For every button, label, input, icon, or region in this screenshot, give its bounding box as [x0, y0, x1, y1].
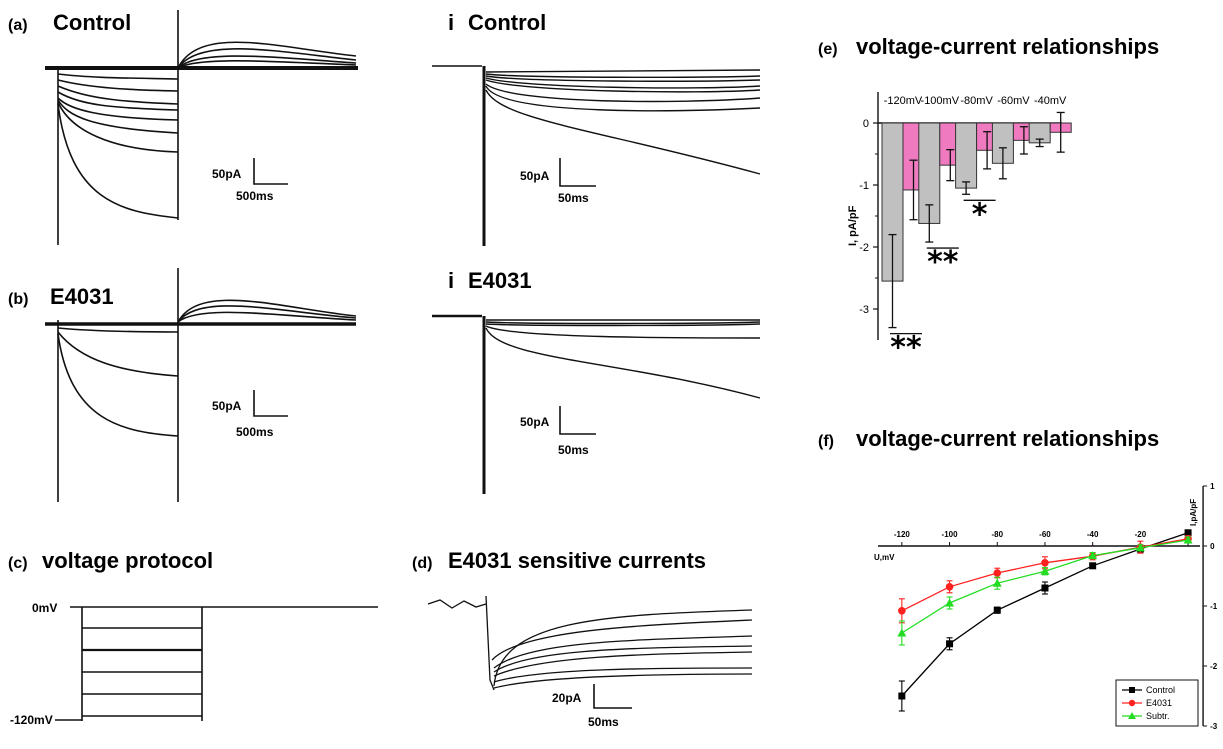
panel-bi-title: E4031: [468, 268, 532, 293]
f-point-s2-3: [1040, 566, 1050, 575]
panel-a-label: (a): [8, 17, 28, 34]
e-sig-label-1: **: [927, 245, 959, 280]
f-point-s0-2: [993, 606, 1001, 614]
f-point-s0-6: [1184, 529, 1192, 537]
panel-a-scale-y: 50pA: [212, 167, 242, 181]
f-y-tick-label-1: 0: [1210, 542, 1215, 551]
f-y-tick-label-4: -3: [1210, 722, 1218, 731]
f-point-s2-4: [1088, 551, 1098, 560]
f-point-s2-0: [897, 628, 907, 637]
panel-bi-label: i: [448, 268, 454, 293]
panel-e-label: (e): [818, 41, 838, 58]
f-point-s0-4: [1089, 562, 1097, 570]
panel-c-v-bottom: -120mV: [10, 713, 53, 727]
panel-ai-traces: [432, 65, 761, 246]
panel-d-title: E4031 sensitive currents: [448, 548, 706, 573]
f-y-tick-label-2: -1: [1210, 602, 1218, 611]
panel-d-traces: [427, 595, 753, 691]
f-x-tick-label-5: -20: [1135, 530, 1147, 539]
f-legend-label-1: E4031: [1146, 698, 1172, 708]
panel-a-scale-bar: [253, 158, 288, 185]
panel-b-title: E4031: [50, 284, 114, 309]
f-point-s1-0: [898, 607, 906, 615]
f-x-axis-label: U,mV: [874, 553, 895, 562]
f-x-tick-label-2: -80: [991, 530, 1003, 539]
panel-c-label: (c): [8, 555, 28, 572]
e-category-label-4: -40mV: [1034, 95, 1067, 107]
f-point-s2-6: [1183, 535, 1193, 544]
panel-a-traces: [45, 10, 358, 245]
f-legend-marker-2: [1128, 712, 1136, 719]
e-category-label-0: -120mV: [884, 95, 923, 107]
panel-ai-title: Control: [468, 10, 546, 35]
f-point-s1-2: [993, 569, 1002, 577]
panel-ai-scale-bar: [559, 158, 596, 187]
f-point-s2-1: [945, 598, 955, 607]
e-y-tick-label-0: 0: [863, 118, 869, 130]
f-x-tick-label-0: -120: [894, 530, 911, 539]
panel-b-scale-bar: [253, 390, 288, 417]
panel-d-scale-bar: [593, 684, 632, 709]
panel-b-scale-y: 50pA: [212, 399, 242, 413]
f-point-s1-3: [1041, 559, 1049, 567]
e-sig-label-0: **: [890, 331, 922, 366]
e-sig-label-2: *: [972, 197, 988, 232]
panel-b-scale-x: 500ms: [236, 425, 274, 439]
panel-f-title: voltage-current relationships: [856, 426, 1159, 451]
panel-ai-scale-x: 50ms: [558, 191, 589, 205]
panel-d-scale-y: 20pA: [552, 691, 582, 705]
panel-bi-scale-x: 50ms: [558, 443, 589, 457]
panel-c-protocol: [55, 606, 378, 721]
f-x-tick-label-4: -40: [1087, 530, 1099, 539]
f-x-tick-label-1: -100: [942, 530, 959, 539]
panel-c-title: voltage protocol: [42, 548, 213, 573]
f-legend-marker-1: [1128, 699, 1136, 707]
e-bar-s0-2: [955, 122, 978, 189]
f-y-tick-label-3: -2: [1210, 662, 1218, 671]
e-category-label-3: -60mV: [997, 95, 1030, 107]
line-chart-f: -120-100-80-60-40-20010-1-2-3U,mVI,pA/pF…: [874, 482, 1218, 731]
f-legend-label-2: Subtr.: [1146, 711, 1170, 721]
f-x-tick-label-3: -60: [1039, 530, 1051, 539]
e-y-tick-label-3: -3: [859, 304, 869, 316]
panel-ai-scale-y: 50pA: [520, 169, 550, 183]
panel-a-title: Control: [53, 10, 131, 35]
f-legend-label-0: Control: [1146, 685, 1175, 695]
panel-b-traces: [45, 268, 357, 502]
f-y-tick-label-0: 1: [1210, 482, 1215, 491]
panel-bi-traces: [432, 314, 761, 494]
f-point-s2-5: [1135, 543, 1145, 552]
panel-ai-label: i: [448, 10, 454, 35]
panel-b-label: (b): [8, 291, 28, 308]
panel-c-v-top: 0mV: [32, 601, 57, 615]
e-y-tick-label-1: -1: [859, 180, 869, 192]
panel-d-scale-x: 50ms: [588, 715, 619, 729]
f-point-s0-0: [898, 692, 906, 700]
f-point-s0-1: [946, 640, 954, 648]
bar-chart-e: 0 -1 -2 -3 I, pA/pF -120mV ** -100mV ** -80mV * -60…: [847, 92, 1072, 366]
e-category-label-1: -100mV: [921, 95, 960, 107]
panel-a-scale-x: 500ms: [236, 189, 274, 203]
panel-f-label: (f): [818, 433, 834, 450]
panel-bi-scale-y: 50pA: [520, 415, 550, 429]
panel-d-label: (d): [412, 555, 432, 572]
e-y-axis-label: I, pA/pF: [847, 205, 859, 246]
f-point-s2-2: [992, 578, 1002, 587]
f-y-axis-label: I,pA/pF: [1189, 499, 1198, 526]
e-y-tick-label-2: -2: [859, 242, 869, 254]
f-point-s0-3: [1041, 584, 1049, 592]
e-category-label-2: -80mV: [960, 95, 993, 107]
f-point-s1-1: [945, 583, 954, 591]
f-legend-marker-0: [1129, 687, 1135, 693]
panel-bi-scale-bar: [559, 406, 596, 435]
panel-e-title: voltage-current relationships: [856, 34, 1159, 59]
